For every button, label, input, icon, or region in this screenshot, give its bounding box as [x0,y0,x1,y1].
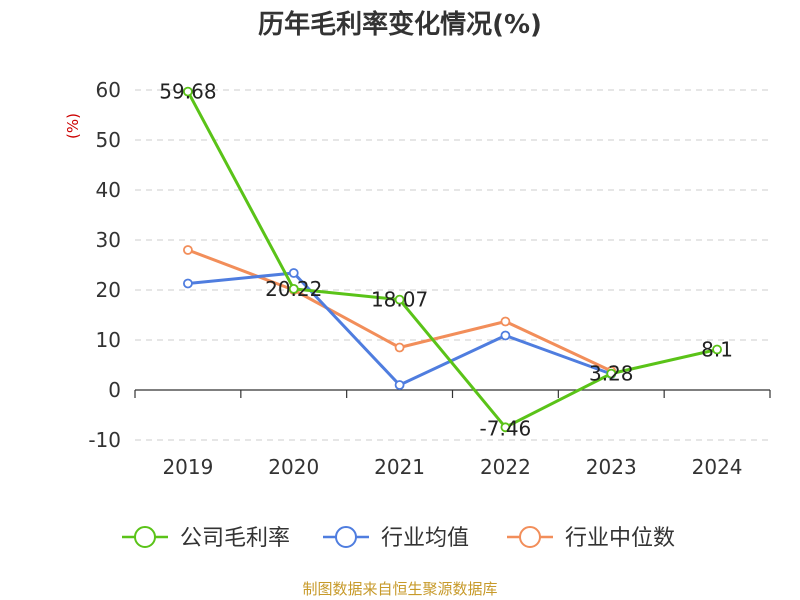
data-label: -7.46 [480,416,532,440]
y-tick-label: 50 [96,128,121,152]
legend-marker [519,526,541,548]
data-point [606,368,617,379]
data-point [183,278,193,289]
x-tick-label: 2021 [374,455,425,479]
legend-label: 行业均值 [381,526,469,551]
data-point [183,86,193,97]
data-point [183,245,193,255]
data-point [394,342,405,353]
data-point [500,422,511,433]
data-label: 18.07 [371,288,428,312]
x-tick-label: 2024 [692,455,743,479]
data-label: 59.68 [159,80,216,104]
y-tick-label: 20 [96,278,121,302]
data-point [288,283,299,294]
data-point [712,344,722,355]
data-point [500,330,511,341]
data-label: 8.1 [701,338,733,362]
y-tick-label: 40 [96,178,121,202]
y-tick-label: 0 [108,378,121,402]
data-point [394,294,405,305]
x-tick-label: 2019 [162,455,213,479]
y-axis-unit-label: (%) [64,113,82,139]
y-tick-label: -10 [88,428,121,452]
chart-title: 历年毛利率变化情况(%) [258,10,542,40]
legend-label: 行业中位数 [565,526,675,551]
data-point [500,316,511,327]
legend-marker [335,526,357,548]
data-label: 20.22 [265,277,322,301]
data-point [394,380,405,390]
y-tick-label: 60 [96,78,121,102]
x-tick-label: 2020 [268,455,319,479]
data-label: 3.28 [589,362,634,386]
y-tick-label: 10 [96,328,121,352]
source-footer: 制图数据来自恒生聚源数据库 [302,580,498,598]
x-tick-label: 2022 [480,455,531,479]
y-tick-label: 30 [96,228,121,252]
legend-label: 公司毛利率 [180,526,290,551]
legend-marker [134,526,156,548]
series-line [186,90,718,429]
data-point [288,268,299,278]
x-tick-label: 2023 [586,455,637,479]
